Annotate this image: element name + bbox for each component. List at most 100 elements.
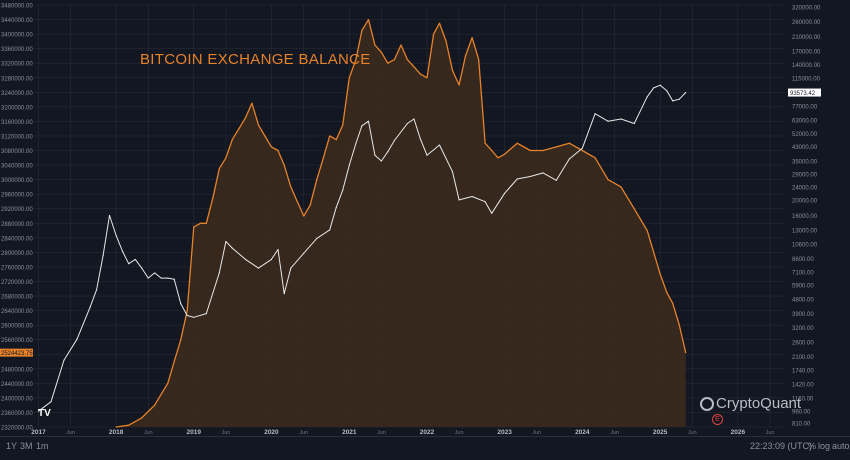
balance-point [277,149,279,152]
percent-scale-toggle[interactable]: % [808,441,817,451]
x-axis-tick-label: 2025 [653,429,668,436]
right-axis-tick-label: 35000.00 [792,159,818,165]
price-point [277,248,279,251]
left-current-value-label: 2524423.75 [1,351,33,357]
balance-point [581,149,583,152]
price-point [115,234,117,237]
left-axis-tick-label: 2760000.00 [1,265,33,271]
balance-point [568,142,570,144]
right-axis-tick-label: 260000.00 [792,20,821,26]
balance-point [413,66,415,68]
balance-point [659,273,661,275]
balance-point [685,352,687,354]
price-point [303,252,305,254]
balance-point [426,77,428,79]
cryptoquant-logo: CryptoQuant [700,395,801,412]
left-axis-tick-label: 2680000.00 [1,295,33,301]
right-axis-tick-label: 210000.00 [792,35,821,41]
price-point [128,263,130,265]
event-marker[interactable]: E [712,414,723,425]
x-axis: 2017 Jun 2018 Jun 2019 Jun 2020 Jun 2021 Jun 2022 J… [31,429,774,436]
right-axis-tick-label: 2100.00 [792,355,814,361]
left-axis-tick-label: 2440000.00 [1,382,33,388]
price-point [244,258,247,261]
balance-point [186,309,188,312]
balance-point [316,179,318,181]
right-axis-tick-label: 10600.00 [792,243,818,249]
price-point [134,258,136,261]
price-point [646,96,648,98]
x-axis-tick-label: Jun [532,430,541,436]
price-point [484,201,486,203]
left-axis-tick-label: 3000000.00 [1,178,33,184]
x-axis-tick-label: Jun [66,430,75,436]
balance-point [367,18,370,21]
balance-point [309,204,311,206]
timeframe-3m-button[interactable]: 3M [20,441,33,451]
price-point [678,98,680,100]
price-point [406,122,409,125]
price-point [193,316,195,318]
tradingview-logo[interactable]: TV [38,408,51,419]
balance-point [303,215,305,217]
price-point [160,277,162,279]
left-axis-tick-label: 2880000.00 [1,222,33,228]
price-point [76,338,78,340]
right-axis-tick-label: 77000.00 [792,105,818,111]
price-point [342,189,344,191]
price-point [607,120,609,122]
price-point [361,125,363,127]
auto-scale-toggle[interactable]: auto [832,441,850,451]
right-axis-tick-label: 140000.00 [792,63,821,69]
right-axis-tick-label: 43000.00 [792,145,818,151]
price-point [270,258,273,261]
price-point [413,118,415,120]
right-axis-tick-label: 7100.00 [792,270,814,276]
balance-point [497,157,499,159]
cryptoquant-logo-text: CryptoQuant [716,395,802,412]
timeframe-1y-button[interactable]: 1Y [6,441,18,451]
balance-point [154,404,156,406]
left-axis-tick-label: 2840000.00 [1,236,33,242]
x-axis-tick-label: Jun [688,430,697,436]
balance-point [115,426,117,428]
balance-point [555,146,557,148]
right-axis-tick-label: 13000.00 [792,228,818,234]
log-scale-toggle[interactable]: log [818,441,831,451]
right-axis-tick-label: 16000.00 [792,214,818,220]
price-point [122,251,124,253]
price-point [180,303,182,305]
balance-point [504,153,506,155]
balance-point [432,33,435,35]
price-point [568,158,570,160]
balance-point [672,302,674,304]
balance-point [374,44,376,46]
price-point [147,277,149,279]
left-current-value-badge [0,348,33,357]
price-point [393,139,396,142]
price-point [316,237,318,240]
balance-point [180,339,182,341]
price-point [387,151,389,153]
balance-point [464,55,467,57]
right-axis-tick-label: 8600.00 [792,257,814,263]
x-axis-tick-label: 2024 [575,429,590,436]
x-axis-tick-label: 2017 [31,429,46,436]
timeframe-1m-button[interactable]: 1m [36,441,49,451]
price-point [451,171,454,173]
right-axis-tick-label: 24000.00 [792,186,818,192]
balance-point [264,135,266,137]
balance-point [141,417,143,419]
price-point [458,199,460,201]
right-axis-tick-label: 320000.00 [792,6,821,12]
balance-point [400,44,402,46]
x-axis-tick-label: Jun [455,430,464,436]
right-axis-tick-label: 960.00 [792,410,811,416]
right-axis-tick-label: 3900.00 [792,312,814,318]
left-axis-tick-label: 3120000.00 [1,134,33,140]
x-axis-tick-label: 2023 [497,429,512,436]
left-axis-tick-label: 3080000.00 [1,149,33,155]
price-point [257,267,260,269]
